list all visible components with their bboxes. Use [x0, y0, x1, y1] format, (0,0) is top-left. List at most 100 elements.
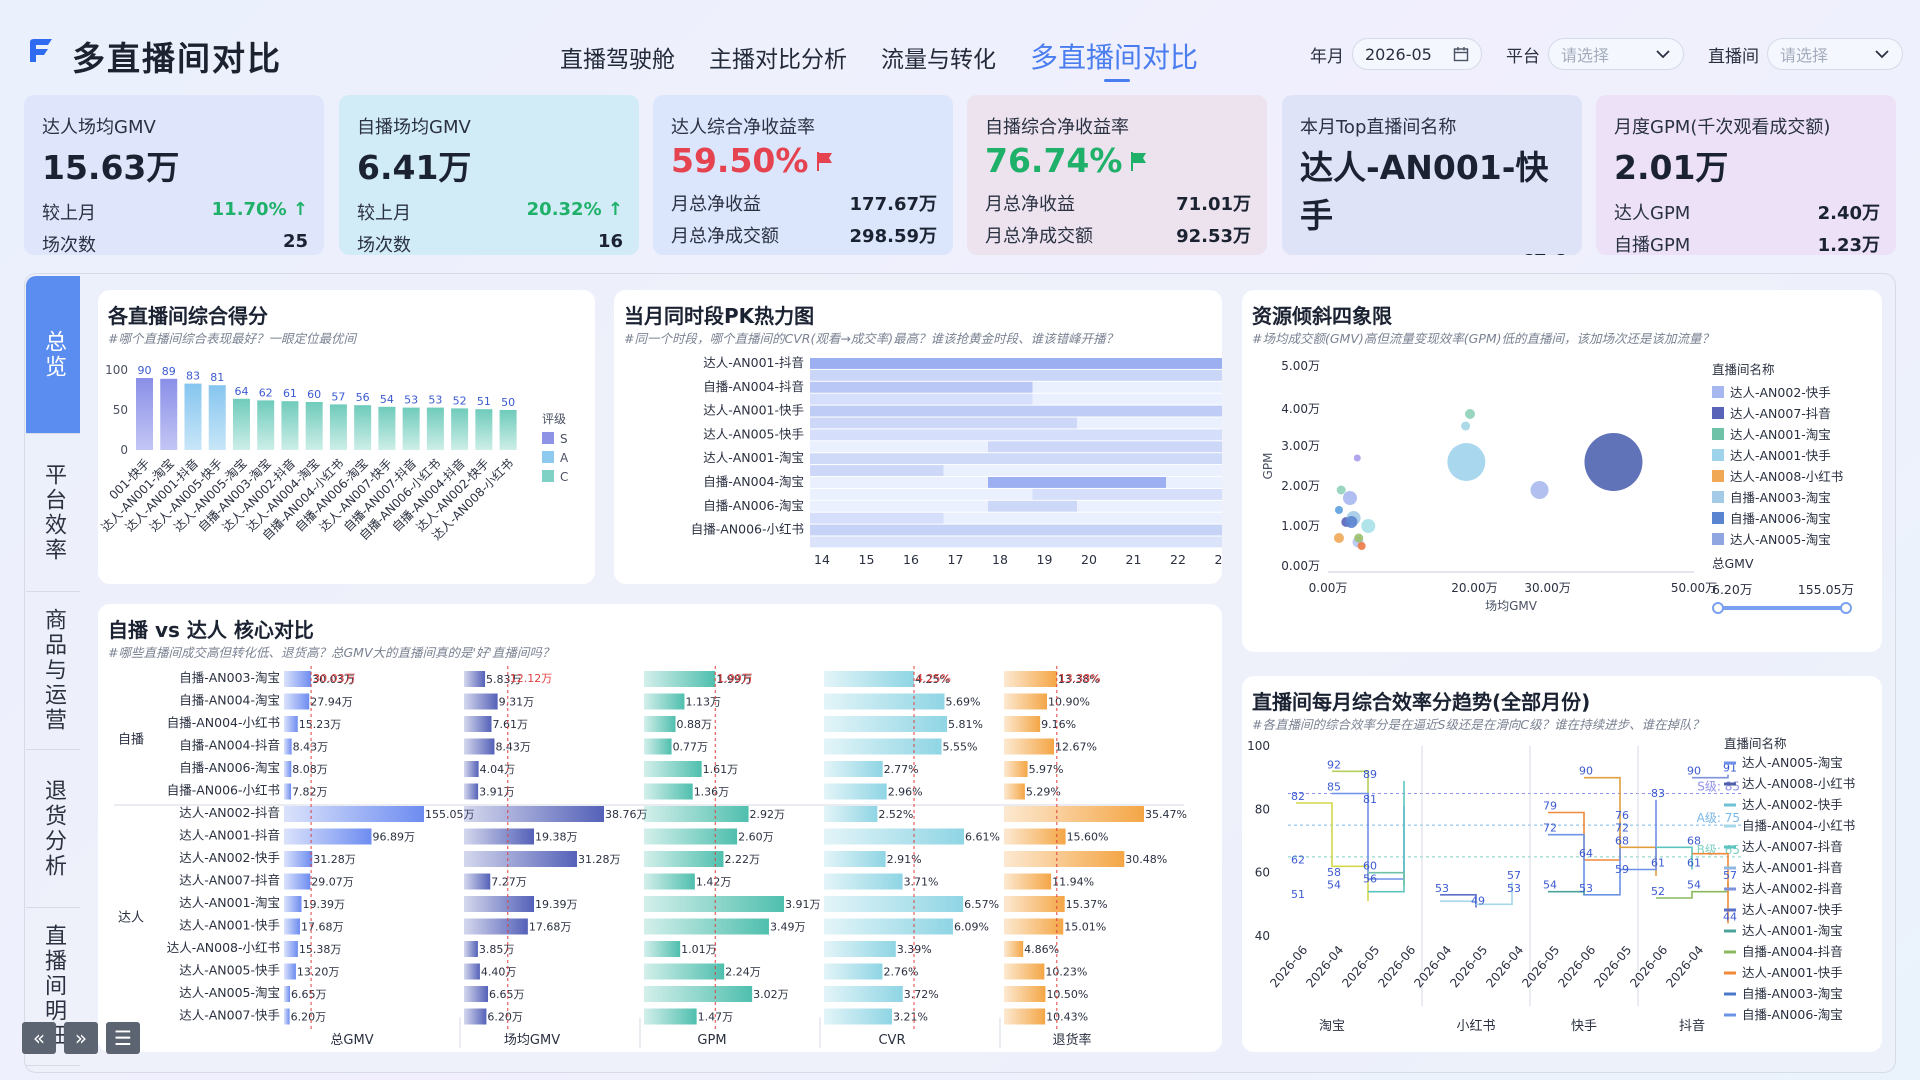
- heat-x-tick: 15: [859, 552, 875, 567]
- compare-bar: [644, 963, 725, 980]
- compare-value-label: 27.94万: [310, 696, 353, 709]
- prev-page-button[interactable]: «: [22, 1022, 56, 1054]
- nav-cockpit[interactable]: 直播驾驶舱: [560, 47, 675, 73]
- compare-row-label: 达人-AN005-快手: [179, 963, 280, 978]
- compare-value-label: 10.43%: [1046, 1011, 1088, 1024]
- compare-bar: [284, 828, 372, 845]
- compare-avg-label: 13.38%: [1059, 672, 1101, 685]
- kpi-card: 自播综合净收益率 76.74% 月总净收益 71.01万 月总净成交额 92.5…: [967, 95, 1267, 255]
- heat-x-tick: 21: [1126, 552, 1142, 567]
- compare-value-label: 4.86%: [1024, 943, 1059, 956]
- trend-x-tick: 2026-05: [1339, 943, 1382, 990]
- heat-cell: [988, 441, 1222, 453]
- heat-cell: [810, 381, 1033, 393]
- score-value-label: 81: [210, 371, 224, 384]
- trend-point-label: 59: [1615, 863, 1629, 876]
- kpi-row1-label: 月总净收益: [671, 194, 761, 215]
- nav-traffic-conversion[interactable]: 流量与转化: [881, 47, 996, 73]
- month-picker[interactable]: 2026-05: [1352, 38, 1482, 70]
- quad-point: [1334, 506, 1343, 514]
- kpi-row2-value: 25: [282, 231, 308, 252]
- room-select[interactable]: 请选择: [1767, 38, 1903, 70]
- kpi-title: 达人场均GMV: [42, 117, 156, 138]
- kpi-row1-value: 2.40万: [1818, 199, 1880, 225]
- kpi-row2-value: 298.59万: [849, 226, 937, 247]
- compare-value-label: 3.91万: [785, 898, 821, 911]
- trend-point-label: 53: [1435, 882, 1449, 895]
- compare-row-label: 自播-AN004-抖音: [179, 738, 280, 753]
- heat-row-bg: [810, 441, 1222, 453]
- compare-row-label: 达人-AN005-淘宝: [179, 985, 280, 1000]
- kpi-row: 较上月 20.32% ↑: [357, 199, 623, 225]
- compare-row-label: 自播-AN006-淘宝: [179, 760, 280, 775]
- compare-value-label: 15.01%: [1064, 921, 1106, 934]
- quad-point: [1584, 433, 1643, 491]
- trend-point-label: 81: [1363, 793, 1377, 806]
- trend-y-tick: 80: [1255, 802, 1270, 816]
- compare-row-label: 达人-AN001-快手: [179, 918, 280, 933]
- compare-value-label: 155.05万: [425, 808, 475, 821]
- compare-bar: [644, 1008, 697, 1025]
- heat-row-label: 达人-AN001-快手: [703, 403, 804, 418]
- kpi-row1-label: 较上月: [357, 203, 411, 224]
- kpi-row1-label: 月总净收益: [985, 194, 1075, 215]
- quad-point: [1353, 454, 1361, 462]
- heat-row-bg: [810, 393, 1222, 405]
- quad-legend-swatch: [1712, 386, 1724, 398]
- compare-value-label: 6.20万: [487, 1011, 523, 1024]
- kpi-value-text: 59.50%: [671, 141, 809, 180]
- trend-point-label: 57: [1507, 869, 1521, 882]
- compare-bar: [1004, 851, 1125, 867]
- heat-cell: [810, 417, 1077, 429]
- heat-row-label: 达人-AN001-淘宝: [703, 450, 804, 465]
- quad-point: [1336, 485, 1346, 495]
- compare-title: 自播 vs 达人 核心对比: [108, 618, 314, 642]
- heat-x-tick: 19: [1037, 552, 1053, 567]
- compare-value-label: 2.60万: [738, 831, 774, 844]
- trend-point-label: 64: [1579, 847, 1593, 860]
- compare-value-label: 2.96%: [888, 786, 923, 799]
- flag-icon: [1131, 151, 1147, 171]
- trend-x-tick: 2026-06: [1267, 943, 1310, 990]
- platform-select[interactable]: 请选择: [1548, 38, 1684, 70]
- quad-legend-swatch: [1712, 428, 1724, 440]
- kpi-row: 月总净收益 177.67万: [671, 190, 937, 216]
- kpi-row2-value: 1.23万: [1817, 235, 1880, 255]
- trend-point-label: 44: [1723, 910, 1737, 923]
- score-value-label: 61: [283, 387, 297, 400]
- menu-button[interactable]: ☰: [106, 1022, 140, 1054]
- sidetab-platform-efficiency[interactable]: 平台效率: [26, 434, 80, 592]
- compare-value-label: 0.88万: [677, 718, 713, 731]
- room-filter-label: 直播间: [1708, 46, 1759, 67]
- score-value-label: 50: [501, 396, 515, 409]
- quad-legend-swatch: [1712, 512, 1724, 524]
- compare-bar: [1004, 783, 1025, 800]
- flag-icon: [817, 151, 833, 171]
- trend-point-label: 90: [1579, 765, 1593, 778]
- score-value-label: 51: [477, 395, 491, 408]
- score-bar: [354, 405, 372, 450]
- sidetab-product-operation[interactable]: 商品与运营: [26, 592, 80, 750]
- trend-point-label: 61: [1687, 857, 1701, 870]
- quad-x-tick: 20.00万: [1451, 581, 1497, 595]
- quad-legend-swatch: [1712, 491, 1724, 503]
- quadrant-panel: 资源倾斜四象限 #场均成交额(GMV)高但流量变现效率(GPM)低的直播间，该加…: [1242, 290, 1882, 652]
- score-value-label: 60: [307, 388, 321, 401]
- kpi-card: 达人综合净收益率 59.50% 月总净收益 177.67万 月总净成交额 298…: [653, 95, 953, 255]
- trend-point-label: 53: [1507, 882, 1521, 895]
- calendar-icon: [1453, 47, 1469, 62]
- compare-bar: [1004, 738, 1055, 755]
- compare-bar: [1004, 716, 1041, 732]
- heatmap-panel: 当月同时段PK热力图 #同一个时段，哪个直播间的CVR(观看→成交率)最高？谁该…: [614, 290, 1222, 584]
- compare-value-label: 1.99万: [716, 673, 752, 686]
- next-page-button[interactable]: »: [64, 1022, 98, 1054]
- compare-subtitle: #哪些直播间成交高但转化低、退货高？总GMV大的直播间真的是'好'直播间吗？: [108, 645, 555, 660]
- nav-multi-room-compare[interactable]: 多直播间对比: [1030, 36, 1198, 82]
- sidetab-overview[interactable]: 总览: [26, 276, 80, 434]
- compare-row-label: 达人-AN008-小红书: [167, 940, 280, 955]
- sidetab-return-analysis[interactable]: 退货分析: [26, 750, 80, 908]
- heat-cell: [988, 477, 1166, 488]
- compare-bar: [644, 918, 769, 935]
- nav-anchor-compare[interactable]: 主播对比分析: [709, 47, 847, 73]
- compare-value-label: 17.68万: [529, 921, 572, 934]
